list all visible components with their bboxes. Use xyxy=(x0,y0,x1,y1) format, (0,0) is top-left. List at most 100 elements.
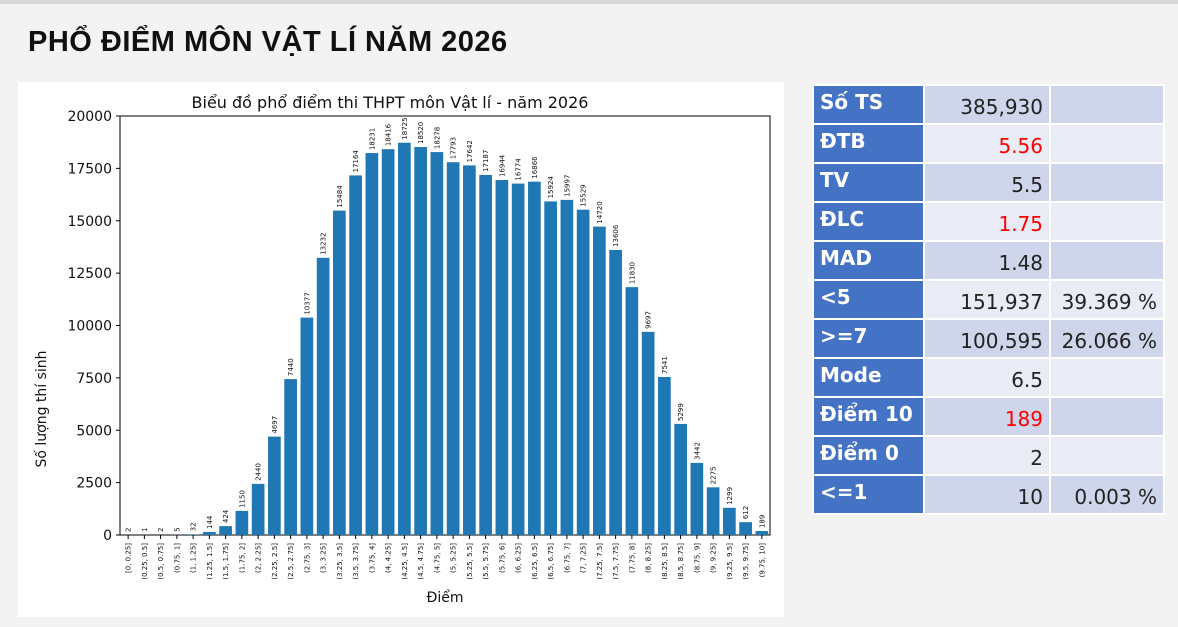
x-tick-label: (3.25, 3.5] xyxy=(336,543,344,580)
bar-value-label: 32 xyxy=(190,522,198,531)
score-distribution-chart: Biểu đồ phổ điểm thi THPT môn Vật lí - n… xyxy=(33,93,771,606)
bar-value-label: 17642 xyxy=(466,140,474,162)
bar xyxy=(593,226,606,535)
x-tick-label: (7.25, 7.5] xyxy=(596,543,604,580)
x-tick-label: (5, 5.25] xyxy=(450,543,458,573)
bar-value-label: 18278 xyxy=(433,127,441,149)
x-axis-label: Điểm xyxy=(427,589,464,606)
x-tick-label: (8.25, 8.5] xyxy=(661,543,669,580)
x-tick-label: (1.75, 2] xyxy=(238,543,246,573)
x-tick-label: (0.5, 0.75] xyxy=(157,543,165,580)
bar-value-label: 18725 xyxy=(401,117,409,139)
bar xyxy=(203,531,216,535)
bar xyxy=(251,483,265,535)
bar-value-label: 10377 xyxy=(303,292,311,314)
x-tick-label: (6.25, 6.5] xyxy=(531,543,539,580)
x-tick-label: (4, 4.25] xyxy=(385,543,393,573)
stat-percent xyxy=(1049,240,1165,281)
x-tick-label: (3.5, 3.75] xyxy=(352,543,360,580)
x-tick-label: (6.75, 7] xyxy=(563,543,571,573)
bar xyxy=(268,436,281,535)
y-tick-label: 17500 xyxy=(67,161,112,177)
bar-value-label: 16944 xyxy=(498,154,506,177)
x-tick-label: (4.5, 4.75] xyxy=(417,543,425,580)
stats-row: ĐLC 1.75 xyxy=(812,201,1165,242)
y-tick-label: 10000 xyxy=(67,319,112,335)
bar-value-label: 1299 xyxy=(726,487,734,505)
x-tick-label: (1, 1.25] xyxy=(190,543,198,573)
bar-value-label: 15997 xyxy=(563,175,571,197)
stats-row: Số TS 385,930 xyxy=(812,84,1165,125)
bar xyxy=(739,522,752,535)
stat-percent xyxy=(1049,123,1165,164)
x-tick-label: (5.25, 5.5] xyxy=(466,543,474,580)
bar xyxy=(398,142,411,535)
x-tick-label: (7, 7.25] xyxy=(580,543,588,573)
bar-value-label: 5299 xyxy=(677,403,685,421)
x-tick-label: [0, 0.25] xyxy=(125,543,133,573)
bar xyxy=(576,209,590,535)
bar-value-label: 1150 xyxy=(238,490,246,508)
stat-value: 5.5 xyxy=(923,162,1051,203)
y-tick-label: 12500 xyxy=(67,266,112,282)
stat-value: 5.56 xyxy=(923,123,1051,164)
bar-value-label: 17187 xyxy=(482,150,490,172)
stat-label: MAD xyxy=(812,240,925,281)
bar-value-label: 5 xyxy=(173,527,181,531)
stat-value: 10 xyxy=(923,474,1051,515)
bar xyxy=(755,531,769,535)
bar-value-label: 15924 xyxy=(547,176,555,199)
bar-value-label: 424 xyxy=(222,509,230,523)
x-tick-label: (1.5, 1.75] xyxy=(222,543,230,580)
plot-frame xyxy=(119,115,771,536)
x-tick-label: (0.25, 0.5] xyxy=(141,543,149,580)
x-tick-label: (8.75, 9] xyxy=(693,543,701,573)
bar xyxy=(625,287,639,535)
stats-row: ĐTB 5.56 xyxy=(812,123,1165,164)
bar xyxy=(658,377,671,535)
bar xyxy=(300,317,314,535)
x-tick-label: (2.25, 2.5] xyxy=(271,543,279,580)
x-tick-label: (9.25, 9.5] xyxy=(726,543,734,580)
stat-percent: 39.369 % xyxy=(1049,279,1165,320)
stat-value: 100,595 xyxy=(923,318,1051,359)
bar-value-label: 4697 xyxy=(271,416,279,434)
y-tick-label: 7500 xyxy=(76,371,112,387)
bar xyxy=(365,153,379,535)
stat-value: 1.48 xyxy=(923,240,1051,281)
bar xyxy=(186,534,200,535)
stat-label: TV xyxy=(812,162,925,203)
bar-value-label: 15529 xyxy=(580,184,588,206)
bar-value-label: 7541 xyxy=(661,356,669,374)
stats-row: Mode 6.5 xyxy=(812,357,1165,398)
bar xyxy=(316,257,330,535)
x-tick-label: (4.25, 4.5] xyxy=(401,543,409,580)
bar-value-label: 189 xyxy=(758,515,766,528)
bar xyxy=(219,526,232,535)
bar xyxy=(446,162,460,536)
stat-percent xyxy=(1049,84,1165,125)
stat-value: 1.75 xyxy=(923,201,1051,242)
bar-value-label: 15484 xyxy=(336,185,344,208)
chart-panel: Biểu đồ phổ điểm thi THPT môn Vật lí - n… xyxy=(18,82,784,617)
bar-value-label: 2440 xyxy=(255,463,263,481)
bar xyxy=(235,510,249,535)
y-axis-label: Số lượng thí sinh xyxy=(33,350,50,467)
x-tick-label: (9.75, 10] xyxy=(758,543,766,578)
bar xyxy=(706,487,720,535)
bar xyxy=(544,201,557,535)
bar-value-label: 17793 xyxy=(450,137,458,159)
bar-value-label: 13606 xyxy=(612,224,620,247)
x-tick-label: (5.75, 6] xyxy=(498,543,506,573)
x-tick-label: (1.25, 1.5] xyxy=(206,543,214,580)
x-tick-label: (6.5, 6.75] xyxy=(547,543,555,580)
stat-value: 6.5 xyxy=(923,357,1051,398)
x-tick-label: (3, 3.25] xyxy=(320,543,328,573)
x-tick-label: (2.5, 2.75] xyxy=(287,543,295,580)
bar-value-label: 16866 xyxy=(531,156,539,179)
stat-percent xyxy=(1049,396,1165,437)
x-tick-label: (6, 6.25] xyxy=(515,543,523,573)
bar xyxy=(511,183,525,535)
stat-value: 151,937 xyxy=(923,279,1051,320)
